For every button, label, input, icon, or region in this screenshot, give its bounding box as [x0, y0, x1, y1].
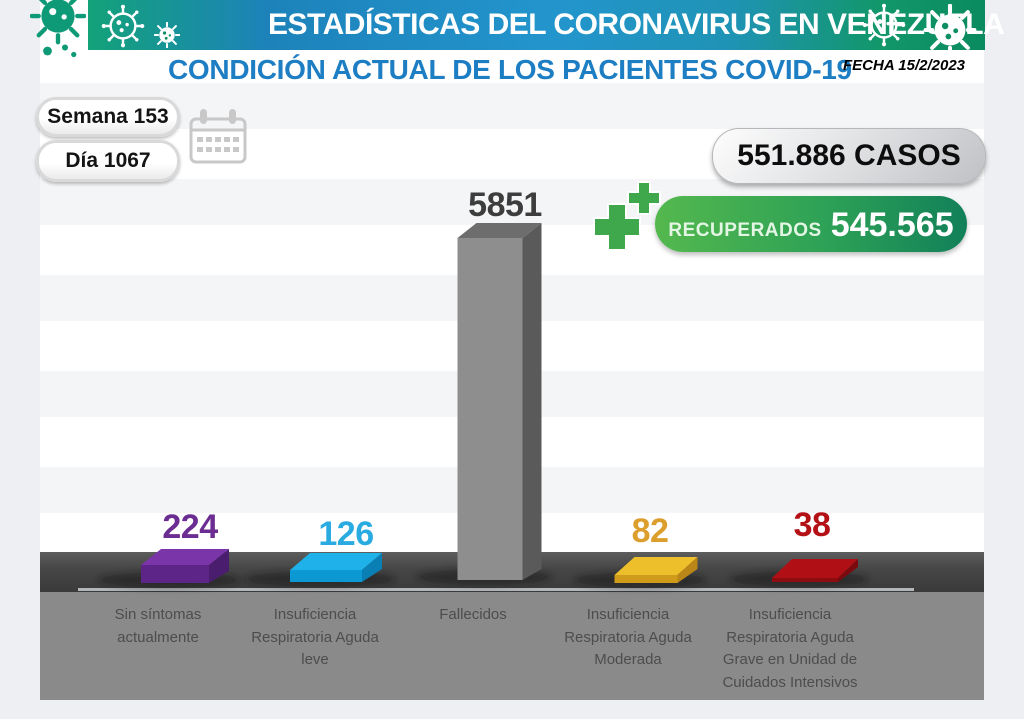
bar-value-sin-sintomas: 224 [162, 508, 218, 546]
total-cases-badge: 551.886 CASOS [712, 128, 986, 184]
bar-value-ira-leve: 126 [318, 515, 374, 553]
chart-title: CONDICIÓN ACTUAL DE LOS PACIENTES COVID-… [168, 54, 852, 85]
chart-baseline [78, 588, 914, 591]
recovered-label: RECUPERADOS [668, 220, 822, 241]
week-badge: Semana 153 [36, 97, 180, 137]
calendar-icon [189, 109, 247, 164]
bar-category-ira-leve: Insuficiencia Respiratoria Aguda leve [251, 606, 379, 668]
category-label-band [40, 592, 984, 700]
top-banner: ESTADÍSTICAS DEL CORONAVIRUS EN VENEZUEL… [88, 0, 1005, 56]
bar-category-ira-grave-uci: Insuficiencia Respiratoria Aguda Grave e… [722, 606, 858, 691]
bar-value-ira-moderada: 82 [631, 512, 669, 550]
virus-outline-icon [862, 3, 906, 47]
bar-category-sin-sintomas: Sin síntomas actualmente [114, 606, 202, 646]
total-cases-label: 551.886 CASOS [737, 139, 961, 172]
day-badge: Día 1067 [36, 140, 180, 182]
bar-category-ira-moderada: Insuficiencia Respiratoria Aguda Moderad… [564, 606, 692, 668]
bar-value-ira-grave-uci: 38 [793, 506, 831, 544]
virus-solid-icon [154, 22, 180, 48]
recovered-badge: RECUPERADOS 545.565 [655, 196, 967, 252]
medical-cross-icon [593, 181, 661, 251]
bar-category-fallecidos: Fallecidos [439, 606, 507, 623]
week-badge-label: Semana 153 [47, 105, 169, 128]
virus-solid-icon [923, 4, 977, 56]
virus-solid-icon [30, 0, 86, 58]
virus-outline-icon [101, 4, 145, 48]
recovered-badge-content: RECUPERADOS 545.565 [668, 206, 953, 245]
day-badge-label: Día 1067 [65, 149, 151, 172]
date-label: FECHA 15/2/2023 [843, 57, 966, 74]
recovered-value: 545.565 [830, 206, 954, 244]
bar-value-fallecidos: 5851 [468, 186, 542, 224]
